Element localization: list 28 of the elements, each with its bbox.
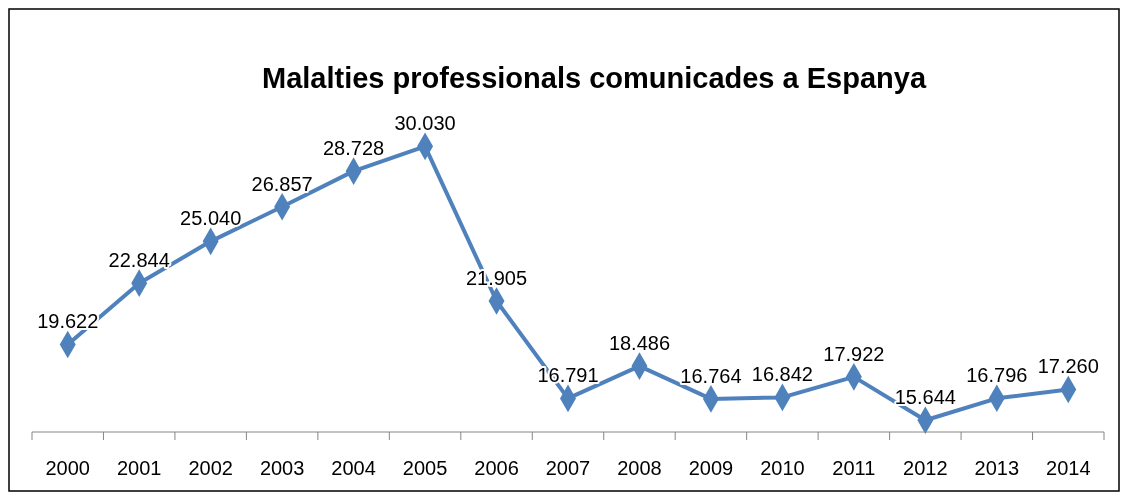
x-tick-label: 2013 <box>974 457 1020 479</box>
data-label: 25.040 <box>180 207 242 230</box>
data-label: 30.030 <box>394 112 456 135</box>
x-tick-label: 2003 <box>259 457 305 479</box>
data-label: 16.796 <box>966 364 1028 387</box>
x-tick-label: 2012 <box>903 457 948 479</box>
x-tick-label: 2007 <box>545 457 591 479</box>
x-tick-label: 2002 <box>188 457 233 479</box>
x-tick-label: 2005 <box>402 457 448 479</box>
x-tick-label: 2001 <box>116 457 162 479</box>
data-label: 18.486 <box>608 332 671 355</box>
x-tick-label: 2011 <box>832 457 876 479</box>
data-label: 22.844 <box>108 249 170 272</box>
data-label: 16.764 <box>680 364 742 387</box>
chart-title: Malalties professionals comunicades a Espanya <box>261 62 927 94</box>
data-label: 15.644 <box>894 386 956 409</box>
x-tick-label: 2009 <box>688 457 734 479</box>
data-label: 16.842 <box>751 363 813 386</box>
data-label: 17.260 <box>1037 355 1099 378</box>
x-tick-label: 2006 <box>474 457 519 479</box>
x-tick-label: 2014 <box>1046 457 1091 479</box>
x-tick-label: 2000 <box>45 457 90 479</box>
data-label: 26.857 <box>251 172 313 195</box>
x-tick-label: 2008 <box>617 457 662 479</box>
x-tick-label: 2004 <box>331 457 376 479</box>
data-label: 17.922 <box>823 342 885 365</box>
data-label: 28.728 <box>323 137 385 160</box>
x-tick-label: 2010 <box>760 457 805 479</box>
